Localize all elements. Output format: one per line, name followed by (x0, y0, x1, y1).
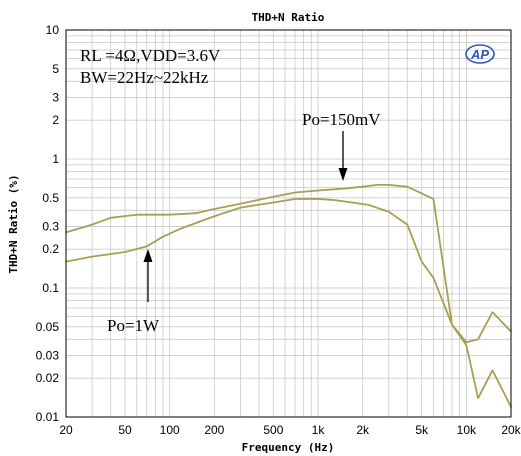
x-tick-label: 50 (118, 423, 132, 437)
x-tick-labels: 20 50 100 200 500 1k 2k 5k 10k 20k (59, 423, 521, 437)
x-tick-label: 500 (263, 423, 283, 437)
y-tick-label: 0.5 (42, 191, 59, 205)
conditions-text-line2: BW=22Hz~22kHz (80, 68, 209, 87)
x-tick-label: 200 (204, 423, 224, 437)
label-po-150mv: Po=150mV (302, 110, 381, 129)
y-tick-label: 3 (52, 90, 59, 104)
y-tick-labels: 10 5 3 2 1 0.5 0.3 0.2 0.1 0.05 0.03 0.02 0.01 (36, 23, 60, 424)
x-tick-label: 2k (356, 423, 370, 437)
y-tick-label: 0.03 (36, 348, 60, 362)
arrow-150mv-icon (338, 131, 348, 181)
x-axis-label: Frequency (Hz) (242, 441, 335, 454)
x-tick-label: 5k (415, 423, 429, 437)
x-tick-label: 1k (312, 423, 326, 437)
y-tick-label: 0.01 (36, 410, 60, 424)
y-tick-label: 2 (52, 113, 59, 127)
y-axis-label: THD+N Ratio (%) (7, 174, 20, 273)
y-tick-label: 0.3 (42, 219, 59, 233)
x-tick-label: 10k (457, 423, 477, 437)
chart-title: THD+N Ratio (252, 11, 325, 24)
series-line-po-1w (65, 198, 512, 408)
arrow-1w-icon (143, 249, 153, 302)
y-tick-label: 1 (52, 152, 59, 166)
plot-area (66, 30, 511, 417)
y-tick-label: 10 (46, 23, 60, 37)
x-tick-label: 20k (501, 423, 521, 437)
y-tick-label: 0.05 (36, 320, 60, 334)
label-po-1w: Po=1W (107, 316, 160, 335)
x-tick-label: 100 (160, 423, 180, 437)
y-tick-label: 0.2 (42, 242, 59, 256)
series-layer (65, 183, 512, 408)
y-tick-label: 5 (52, 62, 59, 76)
ap-logo: AP (465, 44, 495, 64)
plot-frame (65, 29, 512, 418)
conditions-text-line1: RL =4Ω,VDD=3.6V (80, 46, 221, 65)
y-tick-label: 0.1 (42, 281, 59, 295)
svg-text:AP: AP (470, 47, 489, 62)
x-tick-label: 20 (59, 423, 73, 437)
y-tick-label: 0.02 (36, 371, 60, 385)
